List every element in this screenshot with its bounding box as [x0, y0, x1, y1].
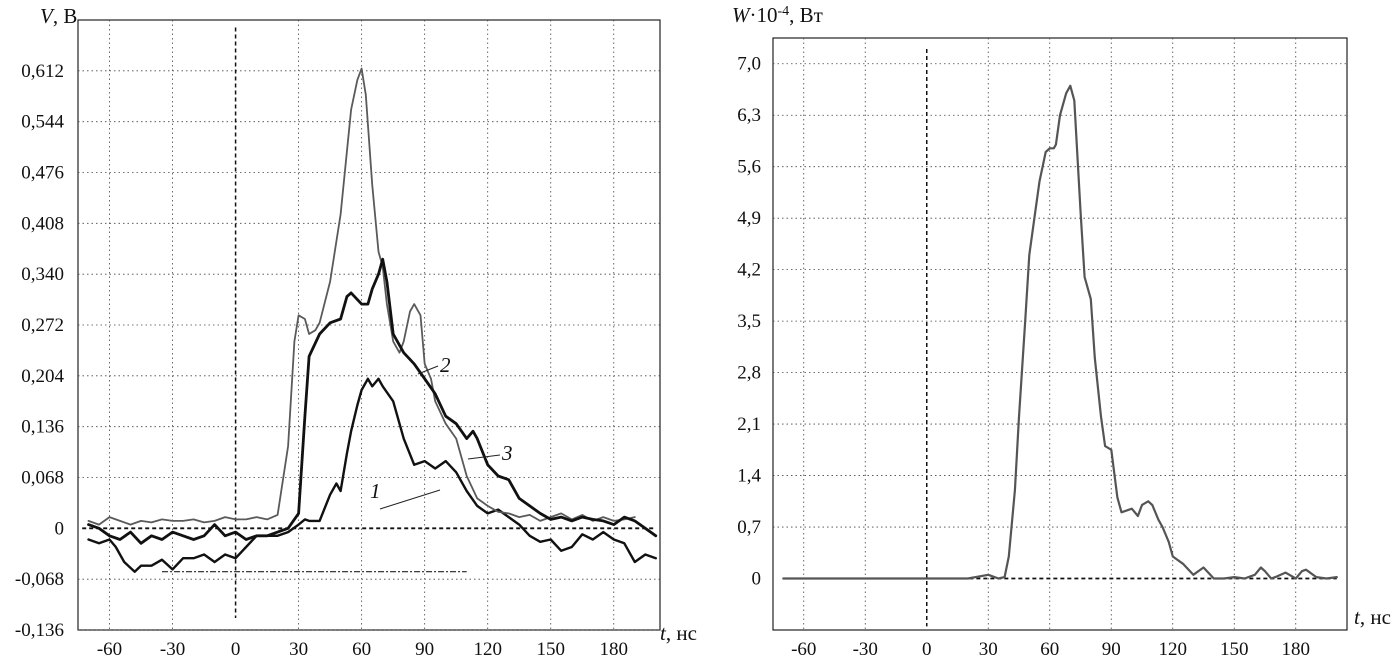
voltage-y-tick-label: 0,476 — [21, 163, 64, 184]
power-x-tick-label: 30 — [979, 639, 998, 660]
power-y-tick-label: 7,0 — [737, 54, 761, 75]
power-y-tick-label: 0,7 — [737, 517, 761, 538]
voltage-y-tick-label: 0,340 — [21, 264, 64, 285]
power-grid — [773, 38, 1347, 630]
power-series-line-1 — [782, 84, 1338, 580]
curve-label-1-leader — [379, 489, 441, 510]
power-x-tick-label: 120 — [1159, 639, 1188, 660]
power-zero-lines — [787, 49, 1337, 627]
voltage-y-tick-label: 0,544 — [21, 112, 64, 133]
voltage-x-tick-label: 60 — [352, 639, 371, 660]
power-x-axis-title: t, нс — [1354, 605, 1391, 629]
voltage-tick-labels: -60 -30 0 30 60 90 120 150 180 -0,136 -0,068 0 0,068… — [15, 61, 628, 660]
voltage-x-tick-label: 90 — [415, 639, 434, 660]
power-chart: -60 -30 0 30 60 90 120 150 180 0 0,7 1,4 2,1 2,8 3,5 4,… — [732, 3, 1391, 660]
curve-label-3: 3 — [501, 441, 513, 465]
power-x-tick-label: 90 — [1102, 639, 1121, 660]
curve-label-2: 2 — [440, 353, 451, 377]
voltage-chart: -60 -30 0 30 60 90 120 150 180 -0,136 -0,068 0 0,068… — [15, 4, 697, 660]
voltage-y-tick-label: 0 — [55, 518, 65, 539]
voltage-y-tick-label: 0,612 — [21, 61, 64, 82]
voltage-x-axis-title: t, нс — [660, 621, 697, 645]
power-x-tick-label: 0 — [922, 639, 932, 660]
voltage-y-tick-label: 0,204 — [21, 366, 64, 387]
voltage-y-tick-label: -0,136 — [15, 620, 64, 641]
voltage-y-tick-label: 0,408 — [21, 213, 64, 234]
voltage-x-tick-label: 30 — [289, 639, 308, 660]
voltage-x-tick-label: -30 — [160, 639, 185, 660]
power-y-tick-label: 4,9 — [737, 208, 761, 229]
voltage-series-line-2 — [87, 67, 636, 526]
curve-label-2-leader — [417, 365, 439, 375]
voltage-y-tick-label: 0,068 — [21, 468, 64, 489]
power-y-axis-title: W·10-4, Вт — [732, 3, 823, 27]
voltage-x-tick-label: 180 — [600, 639, 629, 660]
voltage-series-line-3 — [87, 257, 658, 545]
power-x-tick-label: -30 — [853, 639, 878, 660]
voltage-y-tick-label: 0,272 — [21, 315, 64, 336]
power-y-tick-label: 5,6 — [737, 157, 761, 178]
power-y-tick-label: 6,3 — [737, 105, 761, 126]
voltage-x-tick-label: 150 — [536, 639, 565, 660]
power-y-tick-label: 3,5 — [737, 311, 761, 332]
power-y-tick-label: 2,8 — [737, 363, 761, 384]
power-y-tick-label: 0 — [752, 569, 762, 590]
voltage-x-tick-label: 120 — [473, 639, 502, 660]
voltage-y-tick-label: -0,068 — [15, 569, 64, 590]
voltage-y-tick-label: 0,136 — [21, 417, 64, 438]
curve-label-3-leader — [467, 454, 501, 460]
voltage-series-line-1 — [87, 377, 657, 573]
voltage-series-group — [87, 67, 658, 573]
power-tick-labels: -60 -30 0 30 60 90 120 150 180 0 0,7 1,4 2,1 2,8 3,5 4,… — [737, 54, 1310, 660]
curve-label-1: 1 — [370, 479, 381, 503]
power-x-tick-label: 60 — [1040, 639, 1059, 660]
power-x-tick-label: -60 — [791, 639, 816, 660]
power-y-tick-label: 2,1 — [737, 414, 761, 435]
power-y-tick-label: 4,2 — [737, 260, 761, 281]
power-x-tick-label: 150 — [1220, 639, 1249, 660]
power-plot-frame — [772, 37, 1348, 631]
voltage-x-tick-label: -60 — [97, 639, 122, 660]
voltage-zero-lines — [82, 27, 656, 619]
power-x-tick-label: 180 — [1282, 639, 1311, 660]
voltage-x-tick-label: 0 — [231, 639, 241, 660]
voltage-y-axis-title: V, В — [40, 4, 77, 28]
power-y-tick-label: 1,4 — [737, 466, 761, 487]
power-series-group — [782, 84, 1338, 580]
